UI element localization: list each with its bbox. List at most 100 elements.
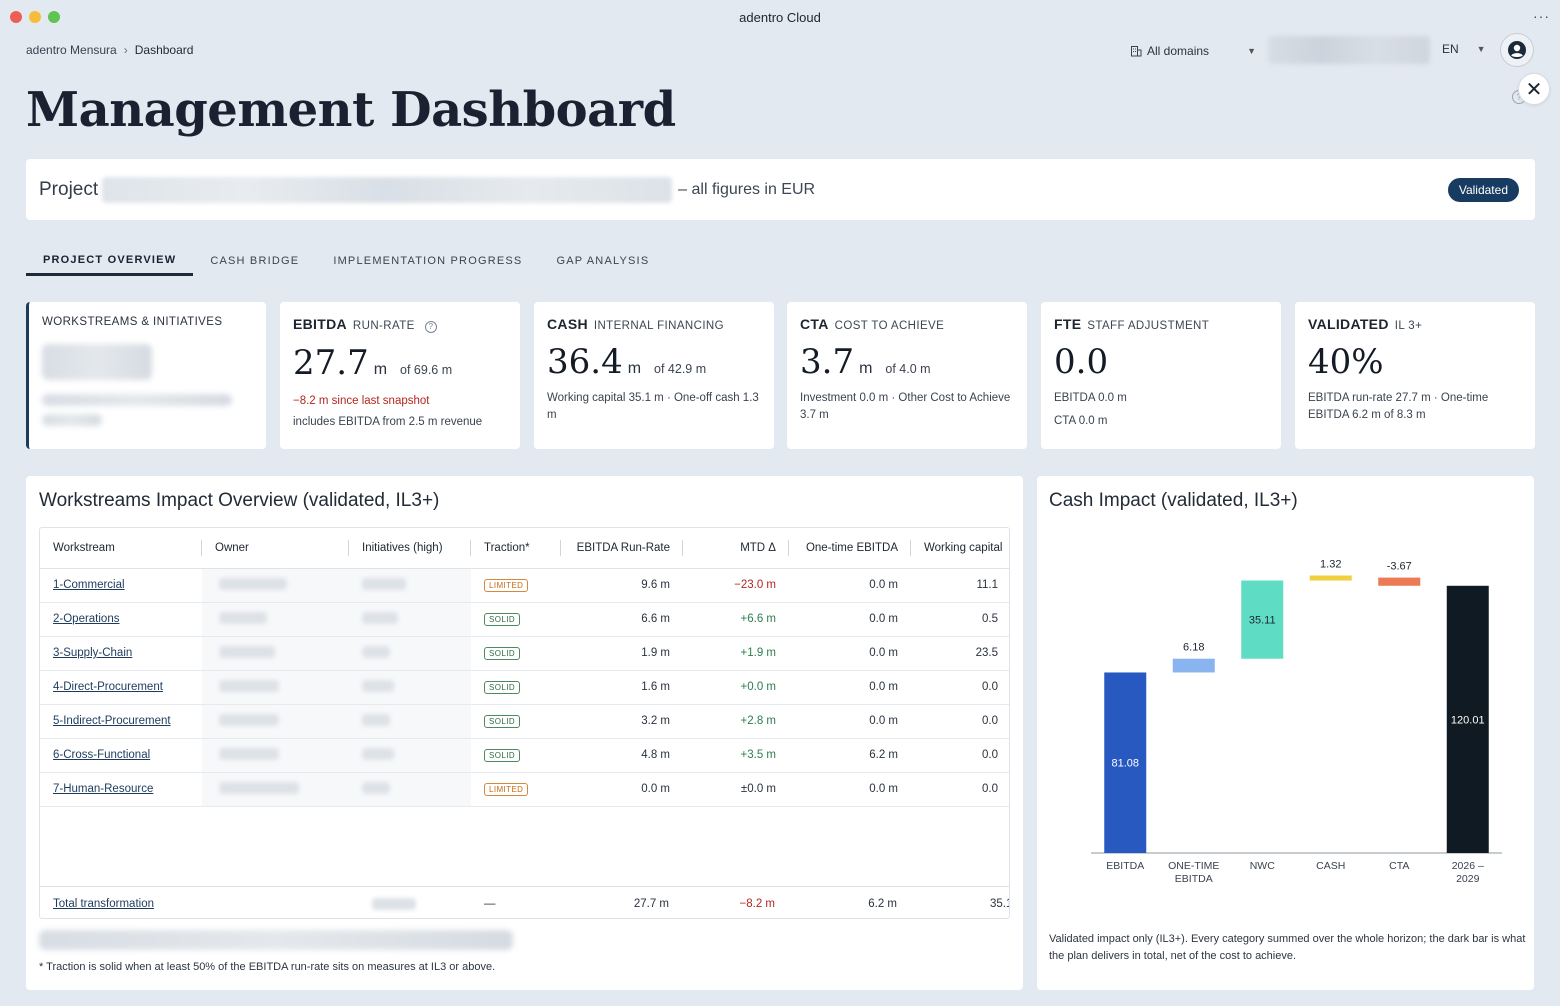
chart-bar[interactable] — [1104, 672, 1147, 853]
workstream-link[interactable]: 6-Cross-Functional — [53, 749, 151, 761]
panel-title: Workstreams Impact Overview (validated, … — [39, 490, 440, 511]
more-icon[interactable]: ··· — [1533, 8, 1550, 24]
working-capital-cell: 0.0 — [911, 670, 1009, 705]
one-time-ebitda-cell: 0.0 m — [789, 568, 911, 603]
kpi-title: WORKSTREAMS & INITIATIVES — [42, 316, 223, 328]
ebitda-cell: 1.6 m — [561, 670, 683, 705]
breadcrumb-root[interactable]: adentro Mensura — [26, 43, 117, 57]
language-select[interactable]: EN ▼ — [1442, 42, 1486, 56]
workstream-cell[interactable]: 5-Indirect-Procurement — [40, 704, 202, 739]
kpi-value: 36.4 — [547, 342, 623, 382]
account-button[interactable] — [1500, 33, 1534, 67]
working-capital-cell: 0.5 — [911, 602, 1009, 637]
kpi-card-workstreams[interactable]: WORKSTREAMS & INITIATIVES — [26, 302, 266, 449]
window-controls[interactable] — [10, 11, 60, 23]
chart-data-label: 1.32 — [1320, 559, 1341, 571]
chart-bar[interactable] — [1378, 577, 1421, 586]
workstream-link[interactable]: 5-Indirect-Procurement — [53, 715, 171, 727]
chart-bar[interactable] — [1241, 580, 1284, 659]
owner-cell — [202, 670, 349, 705]
traction-cell: SOLID — [471, 738, 561, 773]
chart-category-label: ONE-TIME — [1168, 860, 1219, 872]
initiatives-redacted — [362, 781, 390, 794]
mtd-cell: ±0.0 m — [683, 772, 789, 807]
workstream-cell[interactable]: 7-Human-Resource — [40, 772, 202, 807]
tab-implementation-progress[interactable]: IMPLEMENTATION PROGRESS — [333, 255, 523, 267]
workstream-link[interactable]: 2-Operations — [53, 613, 120, 625]
table-row[interactable]: 3-Supply-Chain SOLID 1.9 m +1.9 m 0.0 m 23.5 — [40, 636, 1009, 671]
mtd-cell: +2.8 m — [683, 704, 789, 739]
working-capital-cell: 0.0 — [911, 772, 1009, 807]
breadcrumb-current: Dashboard — [134, 43, 194, 57]
tab-cash-bridge[interactable]: CASH BRIDGE — [210, 255, 300, 267]
workstreams-panel: Workstreams Impact Overview (validated, … — [26, 476, 1023, 990]
one-time-ebitda-cell: 0.0 m — [789, 704, 911, 739]
workstream-link[interactable]: 7-Human-Resource — [53, 783, 154, 795]
initiatives-cell — [349, 568, 471, 603]
kpi-note: includes EBITDA from 2.5 m revenue — [293, 416, 483, 428]
table-row[interactable]: 4-Direct-Procurement SOLID 1.6 m +0.0 m 0.0 … — [40, 670, 1009, 705]
table-row[interactable]: 5-Indirect-Procurement SOLID 3.2 m +2.8 m 0.… — [40, 704, 1009, 739]
chart-data-label: 35.11 — [1249, 615, 1276, 627]
kpi-card-ebitda[interactable]: EBITDA RUN-RATE ? 27.7 m of 69.6 m −8.2 … — [280, 302, 520, 449]
workstream-cell[interactable]: 1-Commercial — [40, 568, 202, 603]
minimize-window-button[interactable] — [29, 11, 41, 23]
table-row[interactable]: 1-Commercial LIMITED 9.6 m −23.0 m 0.0 m 11.1 — [40, 568, 1009, 603]
kpi-card-cta[interactable]: CTA COST TO ACHIEVE 3.7 m of 4.0 m Inves… — [787, 302, 1027, 449]
traction-cell: SOLID — [471, 670, 561, 705]
zoom-window-button[interactable] — [48, 11, 60, 23]
owner-cell — [202, 738, 349, 773]
total-row-link[interactable]: Total transformation — [53, 897, 154, 910]
workstream-cell[interactable]: 6-Cross-Functional — [40, 738, 202, 773]
total-ebitda: 27.7 m — [633, 897, 669, 910]
workstream-link[interactable]: 3-Supply-Chain — [53, 647, 133, 659]
workstreams-table-container: Workstream Owner Initiatives (high) Trac… — [39, 527, 1010, 919]
breadcrumb-separator: › — [123, 43, 128, 57]
traction-badge: LIMITED — [484, 783, 529, 796]
help-icon[interactable]: ? — [424, 321, 437, 333]
kpi-title: CTA — [800, 316, 829, 332]
column-header-owner[interactable]: Owner — [202, 528, 349, 569]
close-icon[interactable]: ✕ — [1518, 73, 1550, 105]
chart-bar[interactable] — [1309, 575, 1352, 581]
kpi-card-cash[interactable]: CASH INTERNAL FINANCING 36.4 m of 42.9 m… — [534, 302, 774, 449]
close-window-button[interactable] — [10, 11, 22, 23]
kpi-card-validated[interactable]: VALIDATED IL 3+ 40% EBITDA run-rate 27.7… — [1295, 302, 1535, 449]
kpi-card-fte[interactable]: FTE STAFF ADJUSTMENT 0.0 EBITDA 0.0 m CT… — [1041, 302, 1281, 449]
page-title: Management Dashboard — [26, 82, 676, 138]
tab-gap-analysis[interactable]: GAP ANALYSIS — [556, 255, 650, 267]
column-header-working-capital[interactable]: Working capital — [911, 528, 1009, 569]
column-header-traction[interactable]: Traction* — [471, 528, 561, 569]
chart-bar[interactable] — [1446, 585, 1489, 853]
column-header-one-time-ebitda[interactable]: One-time EBITDA — [789, 528, 911, 569]
column-header-workstream[interactable]: Workstream — [40, 528, 202, 569]
workstream-link[interactable]: 1-Commercial — [53, 579, 125, 591]
column-header-initiatives[interactable]: Initiatives (high) — [349, 528, 471, 569]
kpi-subtitle: IL 3+ — [1394, 320, 1423, 332]
tab-project-overview[interactable]: PROJECT OVERVIEW — [26, 246, 194, 276]
column-header-ebitda[interactable]: EBITDA Run-Rate — [561, 528, 683, 569]
total-initiatives-redacted — [372, 897, 416, 910]
initiatives-redacted — [362, 713, 390, 726]
workstream-cell[interactable]: 2-Operations — [40, 602, 202, 637]
table-row[interactable]: 2-Operations SOLID 6.6 m +6.6 m 0.0 m 0.5 — [40, 602, 1009, 637]
domains-select[interactable]: All domains ▼ — [1130, 40, 1256, 62]
owner-redacted — [219, 781, 299, 794]
workstream-cell[interactable]: 4-Direct-Procurement — [40, 670, 202, 705]
chart-category-label: 2029 — [1456, 873, 1480, 885]
mtd-cell: +0.0 m — [683, 670, 789, 705]
chart-bar[interactable] — [1172, 658, 1215, 673]
kpi-unit: m — [627, 360, 642, 377]
workstream-link[interactable]: 4-Direct-Procurement — [53, 681, 163, 693]
working-capital-cell: 11.1 — [911, 568, 1009, 603]
workstream-cell[interactable]: 3-Supply-Chain — [40, 636, 202, 671]
kpi-target: of 4.0 m — [885, 362, 931, 376]
one-time-ebitda-cell: 0.0 m — [789, 670, 911, 705]
column-header-mtd[interactable]: MTD Δ — [683, 528, 789, 569]
window-titlebar: adentro Cloud ··· — [0, 0, 1560, 34]
chart-data-label: -3.67 — [1387, 561, 1412, 573]
initiatives-redacted — [362, 577, 406, 590]
kpi-target: of 69.6 m — [400, 363, 453, 377]
